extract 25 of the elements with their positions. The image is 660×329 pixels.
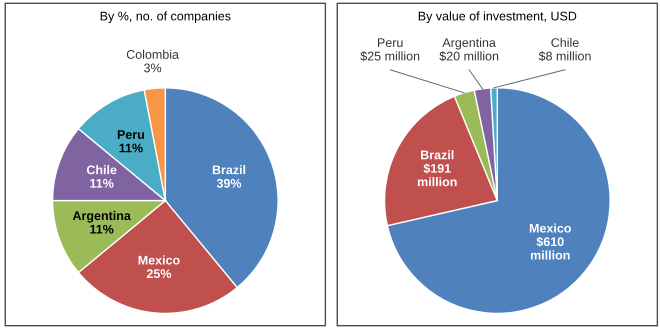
data-label: 11% xyxy=(120,144,143,152)
slice-label: Argentina xyxy=(72,210,131,223)
slice-label: Mexico xyxy=(138,255,180,265)
data-label: $610 million xyxy=(530,236,570,260)
slice-label: Chile xyxy=(86,165,117,174)
slice-label: Colombia xyxy=(126,50,179,59)
data-label: 39% xyxy=(216,178,242,188)
slice-label: Chile xyxy=(551,38,579,48)
data-label: $20 million xyxy=(439,51,498,62)
data-label: 3% xyxy=(144,64,162,72)
slice-label: Mexico xyxy=(530,224,571,233)
data-label: 25% xyxy=(146,269,172,278)
data-label: $8 million xyxy=(538,51,591,62)
slice-label: Brazil xyxy=(212,165,246,174)
slice-label: Brazil xyxy=(421,150,454,160)
slice-label: Argentina xyxy=(442,38,496,50)
data-label: 11% xyxy=(90,224,114,234)
slice-label: Peru xyxy=(118,130,144,139)
slice-label: Peru xyxy=(378,38,403,48)
chart-title: By %, no. of companies xyxy=(100,11,231,23)
data-label: $191 million xyxy=(418,163,457,186)
data-label: 11% xyxy=(90,178,114,188)
data-label: $25 million xyxy=(360,51,420,62)
chart-title: By value of investment, USD xyxy=(418,11,576,23)
pie-slice xyxy=(386,87,611,314)
